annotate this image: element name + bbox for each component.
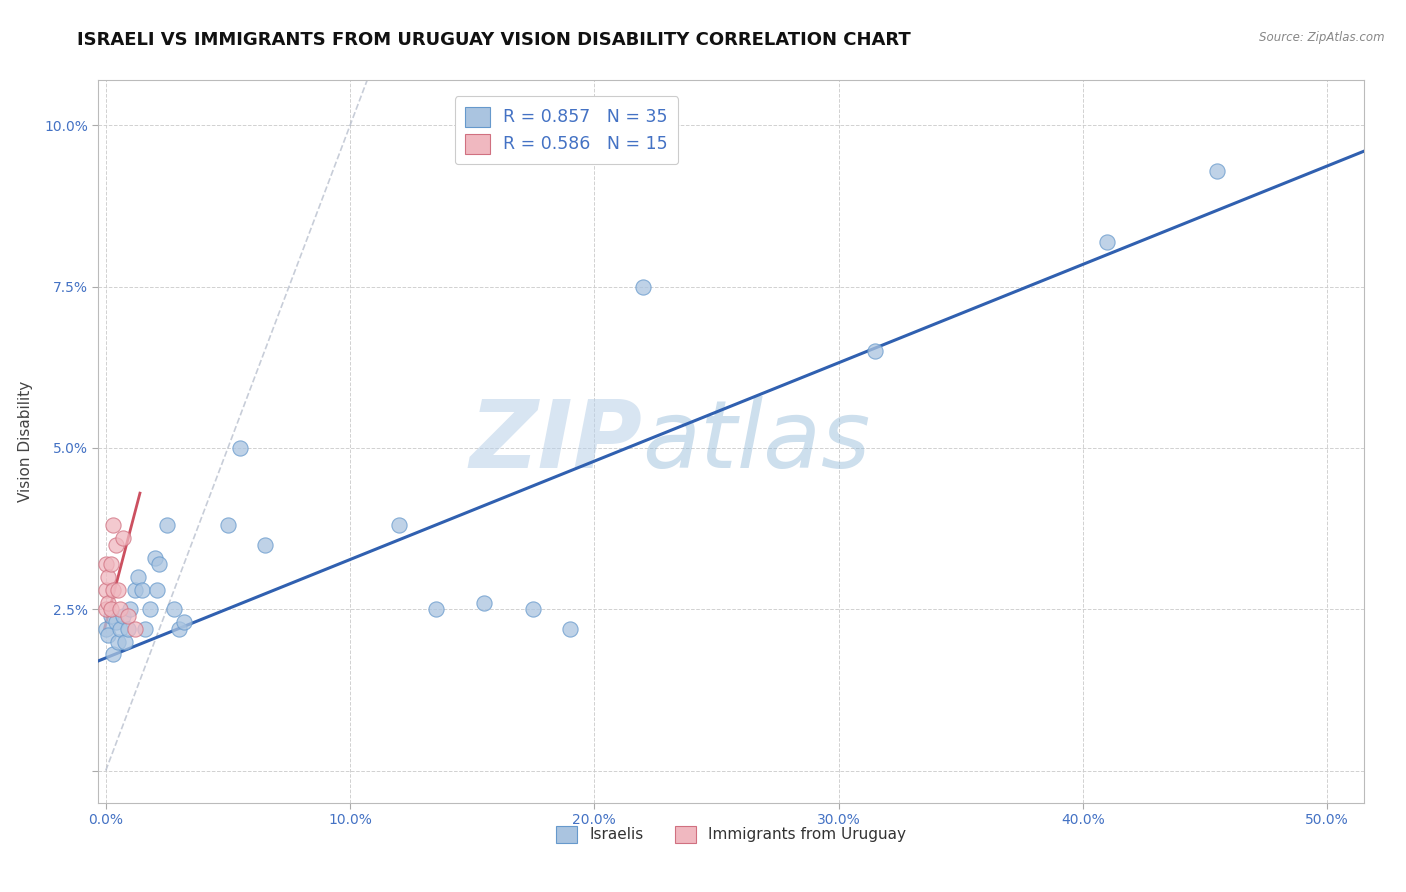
Point: [107, 634, 129, 648]
Point: [156, 518, 179, 533]
Point: [117, 608, 139, 623]
Point: [474, 596, 496, 610]
Point: [134, 622, 156, 636]
Point: [117, 622, 139, 636]
Point: [107, 582, 129, 597]
Point: [124, 622, 146, 636]
Point: [1097, 235, 1119, 249]
Point: [217, 518, 239, 533]
Point: [97, 628, 120, 642]
Point: [163, 602, 186, 616]
Point: [114, 634, 136, 648]
Point: [101, 582, 124, 597]
Point: [100, 602, 122, 616]
Point: [138, 602, 160, 616]
Point: [101, 648, 124, 662]
Point: [94, 582, 117, 597]
Point: [97, 570, 120, 584]
Point: [111, 608, 134, 623]
Point: [522, 602, 544, 616]
Point: [104, 538, 127, 552]
Legend: Israelis, Immigrants from Uruguay: Israelis, Immigrants from Uruguay: [550, 820, 912, 849]
Point: [388, 518, 411, 533]
Point: [253, 538, 276, 552]
Point: [94, 602, 117, 616]
Point: [558, 622, 581, 636]
Point: [110, 602, 132, 616]
Point: [146, 582, 169, 597]
Point: [94, 622, 117, 636]
Point: [143, 550, 166, 565]
Y-axis label: Vision Disability: Vision Disability: [18, 381, 32, 502]
Point: [97, 596, 120, 610]
Point: [104, 615, 127, 630]
Point: [229, 441, 252, 455]
Point: [131, 582, 153, 597]
Point: [111, 531, 134, 545]
Point: [1206, 163, 1229, 178]
Point: [100, 557, 122, 571]
Point: [148, 557, 170, 571]
Point: [127, 570, 149, 584]
Point: [631, 279, 654, 293]
Point: [110, 622, 132, 636]
Point: [101, 518, 124, 533]
Text: ISRAELI VS IMMIGRANTS FROM URUGUAY VISION DISABILITY CORRELATION CHART: ISRAELI VS IMMIGRANTS FROM URUGUAY VISIO…: [77, 31, 911, 49]
Point: [167, 622, 190, 636]
Point: [120, 602, 142, 616]
Point: [100, 608, 122, 623]
Point: [124, 582, 146, 597]
Point: [94, 557, 117, 571]
Point: [173, 615, 195, 630]
Point: [425, 602, 447, 616]
Text: atlas: atlas: [643, 396, 870, 487]
Text: Source: ZipAtlas.com: Source: ZipAtlas.com: [1260, 31, 1385, 45]
Point: [865, 344, 887, 359]
Text: ZIP: ZIP: [470, 395, 643, 488]
